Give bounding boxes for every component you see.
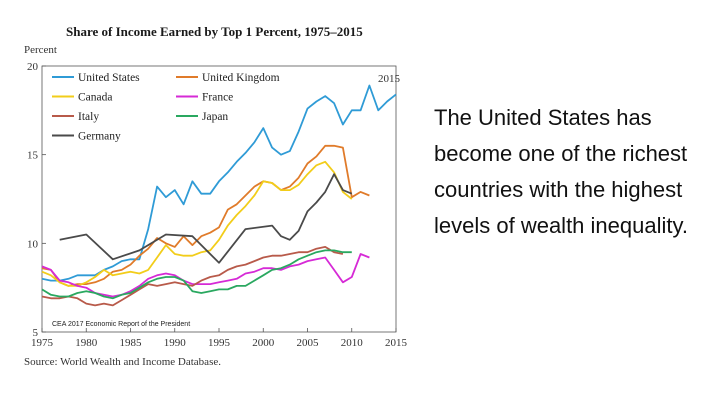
y-tick-label: 15: [27, 150, 39, 162]
legend-label-france: France: [202, 92, 233, 104]
series-line-italy: [41, 245, 344, 307]
x-tick-label: 1985: [120, 337, 143, 349]
x-tick-label: 1990: [164, 337, 187, 349]
series-line-canada: [41, 160, 353, 287]
x-tick-label: 2005: [297, 337, 320, 349]
side-caption: The United States has become one of the …: [434, 105, 688, 238]
y-axis-label: Percent: [24, 44, 57, 56]
x-tick-label: 1975: [31, 337, 54, 349]
x-tick-label: 1995: [208, 337, 231, 349]
chart-title: Share of Income Earned by Top 1 Percent,…: [66, 24, 363, 39]
legend-label-united-kingdom: United Kingdom: [202, 72, 280, 84]
y-tick-label: 5: [33, 327, 39, 339]
x-tick-label: 2010: [341, 337, 364, 349]
y-tick-label: 20: [27, 61, 39, 73]
legend-label-germany: Germany: [78, 131, 121, 143]
series-line-japan: [41, 249, 352, 300]
series-line-united-kingdom: [41, 144, 370, 287]
x-tick-label: 2015: [385, 337, 408, 349]
chart-source: Source: World Wealth and Income Database…: [24, 356, 221, 368]
legend-label-italy: Italy: [78, 111, 99, 123]
y-tick-label: 10: [27, 238, 39, 250]
legend-label-united-states: United States: [78, 72, 140, 84]
legend: United States United Kingdom Canada France I…: [52, 72, 280, 143]
x-tick-label: 1980: [75, 337, 98, 349]
legend-label-japan: Japan: [202, 111, 228, 123]
legend-label-canada: Canada: [78, 92, 112, 104]
series-line-germany: [59, 173, 353, 264]
x-tick-label: 2000: [252, 337, 275, 349]
end-year-label: 2015: [378, 73, 401, 85]
chart-note: CEA 2017 Economic Report of the Presiden…: [52, 321, 190, 328]
line-chart: Percent 5 10 15 20 1975 1980 1985 1990 1995 2000 2…: [24, 44, 408, 368]
